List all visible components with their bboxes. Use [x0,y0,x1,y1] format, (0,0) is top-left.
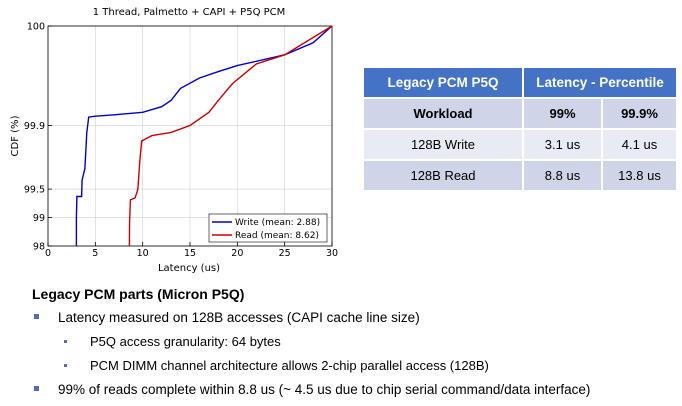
table-header-row: Legacy PCM P5Q Latency - Percentile [364,68,676,97]
y-axis-label: CDF (%) [10,115,21,156]
table-cell: 8.8 us [524,161,601,190]
chart-legend: Write (mean: 2.88) Read (mean: 8.62) [208,213,328,243]
series-line-read [128,25,333,247]
series-lines [75,25,333,247]
bullet-square-icon [34,386,39,391]
axis-ticks: 0 5 10 15 20 25 30 98 99 99.5 99.9 100 [24,22,338,260]
table-cell: 128B Write [364,130,522,159]
notes-section: Legacy PCM parts (Micron P5Q) Latency me… [32,286,674,406]
x-tick-label: 25 [279,248,291,259]
notes-heading: Legacy PCM parts (Micron P5Q) [32,286,245,302]
table-cell: Workload [364,99,522,128]
latency-table: Legacy PCM P5Q Latency - Percentile Work… [362,66,678,192]
legend-label-read: Read (mean: 8.62) [235,231,319,241]
bullet-item: Latency measured on 128B accesses (CAPI … [34,310,674,325]
bullet-square-icon [34,314,39,319]
table-cell: 99% [524,99,601,128]
y-tick-label: 98 [33,242,45,253]
sub-bullet-text: P5Q access granularity: 64 bytes [90,334,281,349]
table-header-cell: Legacy PCM P5Q [364,68,522,97]
bullet-text: Latency measured on 128B accesses (CAPI … [58,310,420,325]
table-cell: 128B Read [364,161,522,190]
sub-bullet-text: PCM DIMM channel architecture allows 2-c… [90,358,489,373]
x-tick-label: 5 [92,248,98,259]
table-header-cell: Latency - Percentile [524,68,676,97]
y-tick-label: 99.9 [24,121,45,132]
table-cell: 13.8 us [603,161,676,190]
bullet-text: 99% of reads complete within 8.8 us (~ 4… [58,382,591,397]
x-tick-label: 10 [137,248,149,259]
legend-box [208,213,328,243]
legend-label-write: Write (mean: 2.88) [235,218,320,228]
x-tick-label: 20 [231,248,243,259]
table-row: Workload 99% 99.9% [364,99,676,128]
table-cell: 4.1 us [603,130,676,159]
latency-cdf-chart: 1 Thread, Palmetto + CAPI + P5Q PCM 0 5 10… [10,7,338,274]
table-row: 128B Write 3.1 us 4.1 us [364,130,676,159]
sub-bullet-item: P5Q access granularity: 64 bytes [34,334,674,349]
y-tick-label: 99.5 [24,185,45,196]
table-cell: 3.1 us [524,130,601,159]
table-cell: 99.9% [603,99,676,128]
y-tick-label: 99 [33,213,45,224]
x-tick-label: 0 [45,248,51,259]
table-row: 128B Read 8.8 us 13.8 us [364,161,676,190]
sub-bullet-item: PCM DIMM channel architecture allows 2-c… [34,358,674,373]
chart-title: 1 Thread, Palmetto + CAPI + P5Q PCM [93,7,286,18]
bullet-dot-icon [64,364,67,367]
x-tick-label: 30 [326,248,338,259]
x-axis-label: Latency (us) [158,263,220,274]
bullet-dot-icon [64,340,67,343]
bullet-item: 99% of reads complete within 8.8 us (~ 4… [34,382,674,397]
y-tick-label: 100 [27,22,45,33]
series-line-write [75,25,333,246]
x-tick-label: 15 [184,248,196,259]
chart-grid [47,25,333,247]
